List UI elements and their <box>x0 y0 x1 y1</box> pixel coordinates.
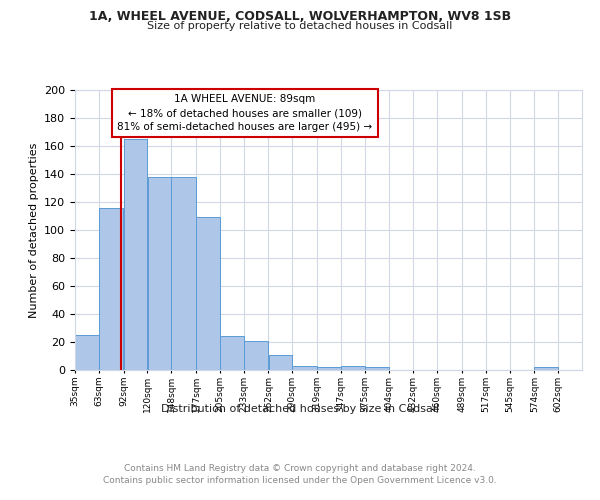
Bar <box>535 367 558 370</box>
Bar <box>365 367 389 370</box>
Bar <box>148 177 171 370</box>
Bar <box>172 177 196 370</box>
Text: 1A WHEEL AVENUE: 89sqm
← 18% of detached houses are smaller (109)
81% of semi-de: 1A WHEEL AVENUE: 89sqm ← 18% of detached… <box>117 94 373 132</box>
Y-axis label: Number of detached properties: Number of detached properties <box>29 142 38 318</box>
Bar <box>196 218 220 370</box>
Text: Contains HM Land Registry data © Crown copyright and database right 2024.: Contains HM Land Registry data © Crown c… <box>124 464 476 473</box>
Bar <box>99 208 124 370</box>
Bar <box>269 354 292 370</box>
Text: Distribution of detached houses by size in Codsall: Distribution of detached houses by size … <box>161 404 439 414</box>
Bar <box>292 366 317 370</box>
Bar <box>317 367 341 370</box>
Bar <box>124 139 148 370</box>
Text: Size of property relative to detached houses in Codsall: Size of property relative to detached ho… <box>148 21 452 31</box>
Bar <box>75 335 99 370</box>
Text: 1A, WHEEL AVENUE, CODSALL, WOLVERHAMPTON, WV8 1SB: 1A, WHEEL AVENUE, CODSALL, WOLVERHAMPTON… <box>89 10 511 23</box>
Bar <box>341 366 365 370</box>
Text: Contains public sector information licensed under the Open Government Licence v3: Contains public sector information licen… <box>103 476 497 485</box>
Bar <box>220 336 244 370</box>
Bar <box>244 340 268 370</box>
